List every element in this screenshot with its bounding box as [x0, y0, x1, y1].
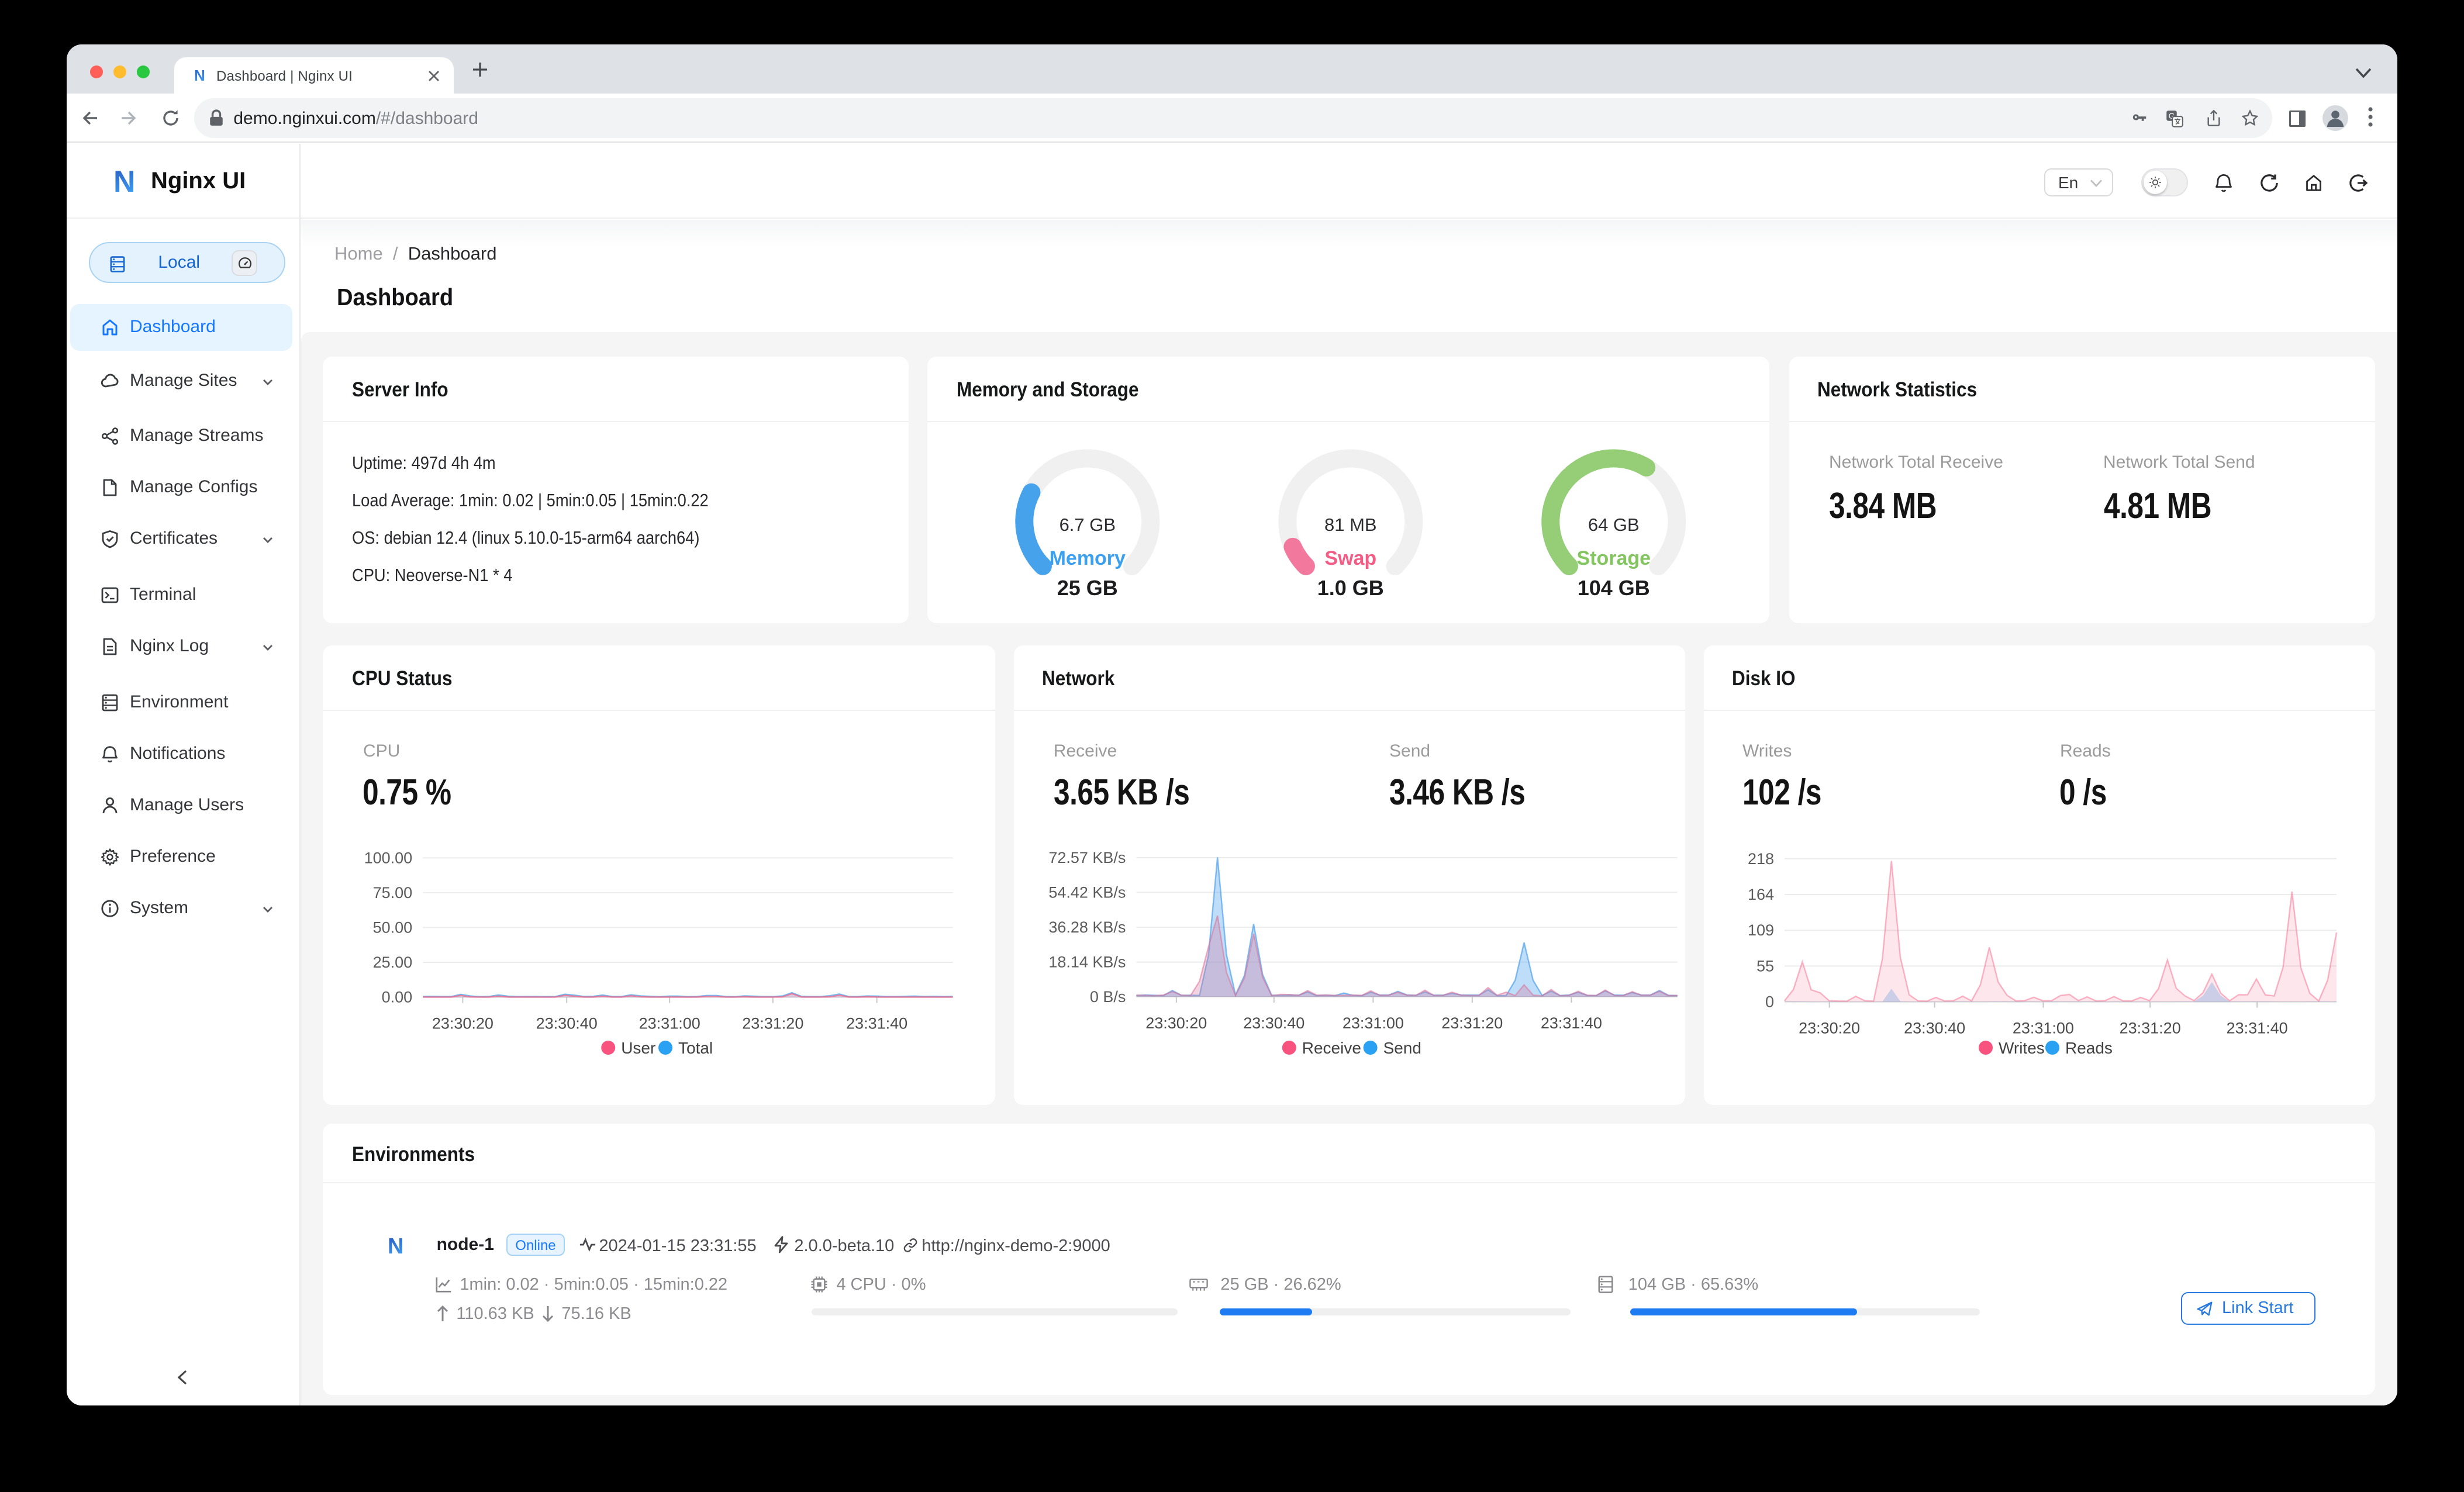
svg-text:81 MB: 81 MB [1324, 514, 1377, 535]
svg-text:23:31:00: 23:31:00 [1342, 1014, 1403, 1032]
svg-text:Receive: Receive [1302, 1039, 1361, 1057]
svg-text:23:31:20: 23:31:20 [743, 1015, 804, 1032]
svg-text:25.00: 25.00 [373, 954, 413, 971]
svg-text:18.14 KB/s: 18.14 KB/s [1048, 953, 1125, 971]
svg-text:23:31:40: 23:31:40 [846, 1015, 907, 1032]
svg-text:100.00: 100.00 [364, 849, 413, 866]
svg-text:54.42 KB/s: 54.42 KB/s [1048, 884, 1125, 902]
svg-text:Send: Send [1383, 1039, 1421, 1057]
svg-text:23:30:40: 23:30:40 [536, 1015, 598, 1032]
svg-text:23:31:40: 23:31:40 [1540, 1014, 1602, 1032]
svg-text:0 B/s: 0 B/s [1089, 988, 1126, 1006]
svg-text:23:30:20: 23:30:20 [1145, 1014, 1206, 1032]
svg-text:23:30:20: 23:30:20 [432, 1015, 494, 1032]
svg-text:6.7 GB: 6.7 GB [1060, 514, 1116, 535]
svg-text:Storage: Storage [1577, 547, 1651, 569]
svg-text:Memory: Memory [1050, 547, 1126, 569]
svg-text:104 GB: 104 GB [1578, 576, 1650, 600]
svg-text:218: 218 [1747, 850, 1773, 868]
svg-text:G: G [2169, 111, 2175, 120]
svg-text:23:31:40: 23:31:40 [2226, 1020, 2287, 1037]
svg-text:23:31:20: 23:31:20 [1441, 1014, 1502, 1032]
svg-text:Reads: Reads [2065, 1039, 2112, 1057]
svg-text:Writes: Writes [1998, 1039, 2044, 1057]
svg-text:72.57 KB/s: 72.57 KB/s [1048, 849, 1125, 866]
svg-text:164: 164 [1747, 886, 1773, 903]
svg-text:64 GB: 64 GB [1588, 514, 1640, 535]
svg-text:Swap: Swap [1325, 547, 1377, 569]
svg-text:23:31:20: 23:31:20 [2119, 1020, 2180, 1037]
svg-text:23:31:00: 23:31:00 [2012, 1020, 2073, 1037]
svg-text:23:31:00: 23:31:00 [639, 1015, 700, 1032]
svg-text:55: 55 [1756, 957, 1773, 975]
svg-text:23:30:20: 23:30:20 [1798, 1020, 1859, 1037]
svg-text:0.00: 0.00 [382, 989, 413, 1006]
svg-text:23:30:40: 23:30:40 [1903, 1020, 1965, 1037]
svg-text:36.28 KB/s: 36.28 KB/s [1048, 918, 1125, 936]
svg-text:75.00: 75.00 [373, 884, 413, 902]
svg-text:0: 0 [1765, 993, 1773, 1011]
svg-text:25 GB: 25 GB [1057, 576, 1118, 600]
svg-text:50.00: 50.00 [373, 919, 413, 937]
svg-text:1.0 GB: 1.0 GB [1317, 576, 1384, 600]
svg-text:Total: Total [678, 1039, 713, 1057]
svg-text:109: 109 [1747, 921, 1773, 939]
svg-text:23:30:40: 23:30:40 [1243, 1014, 1304, 1032]
svg-text:User: User [622, 1039, 656, 1057]
